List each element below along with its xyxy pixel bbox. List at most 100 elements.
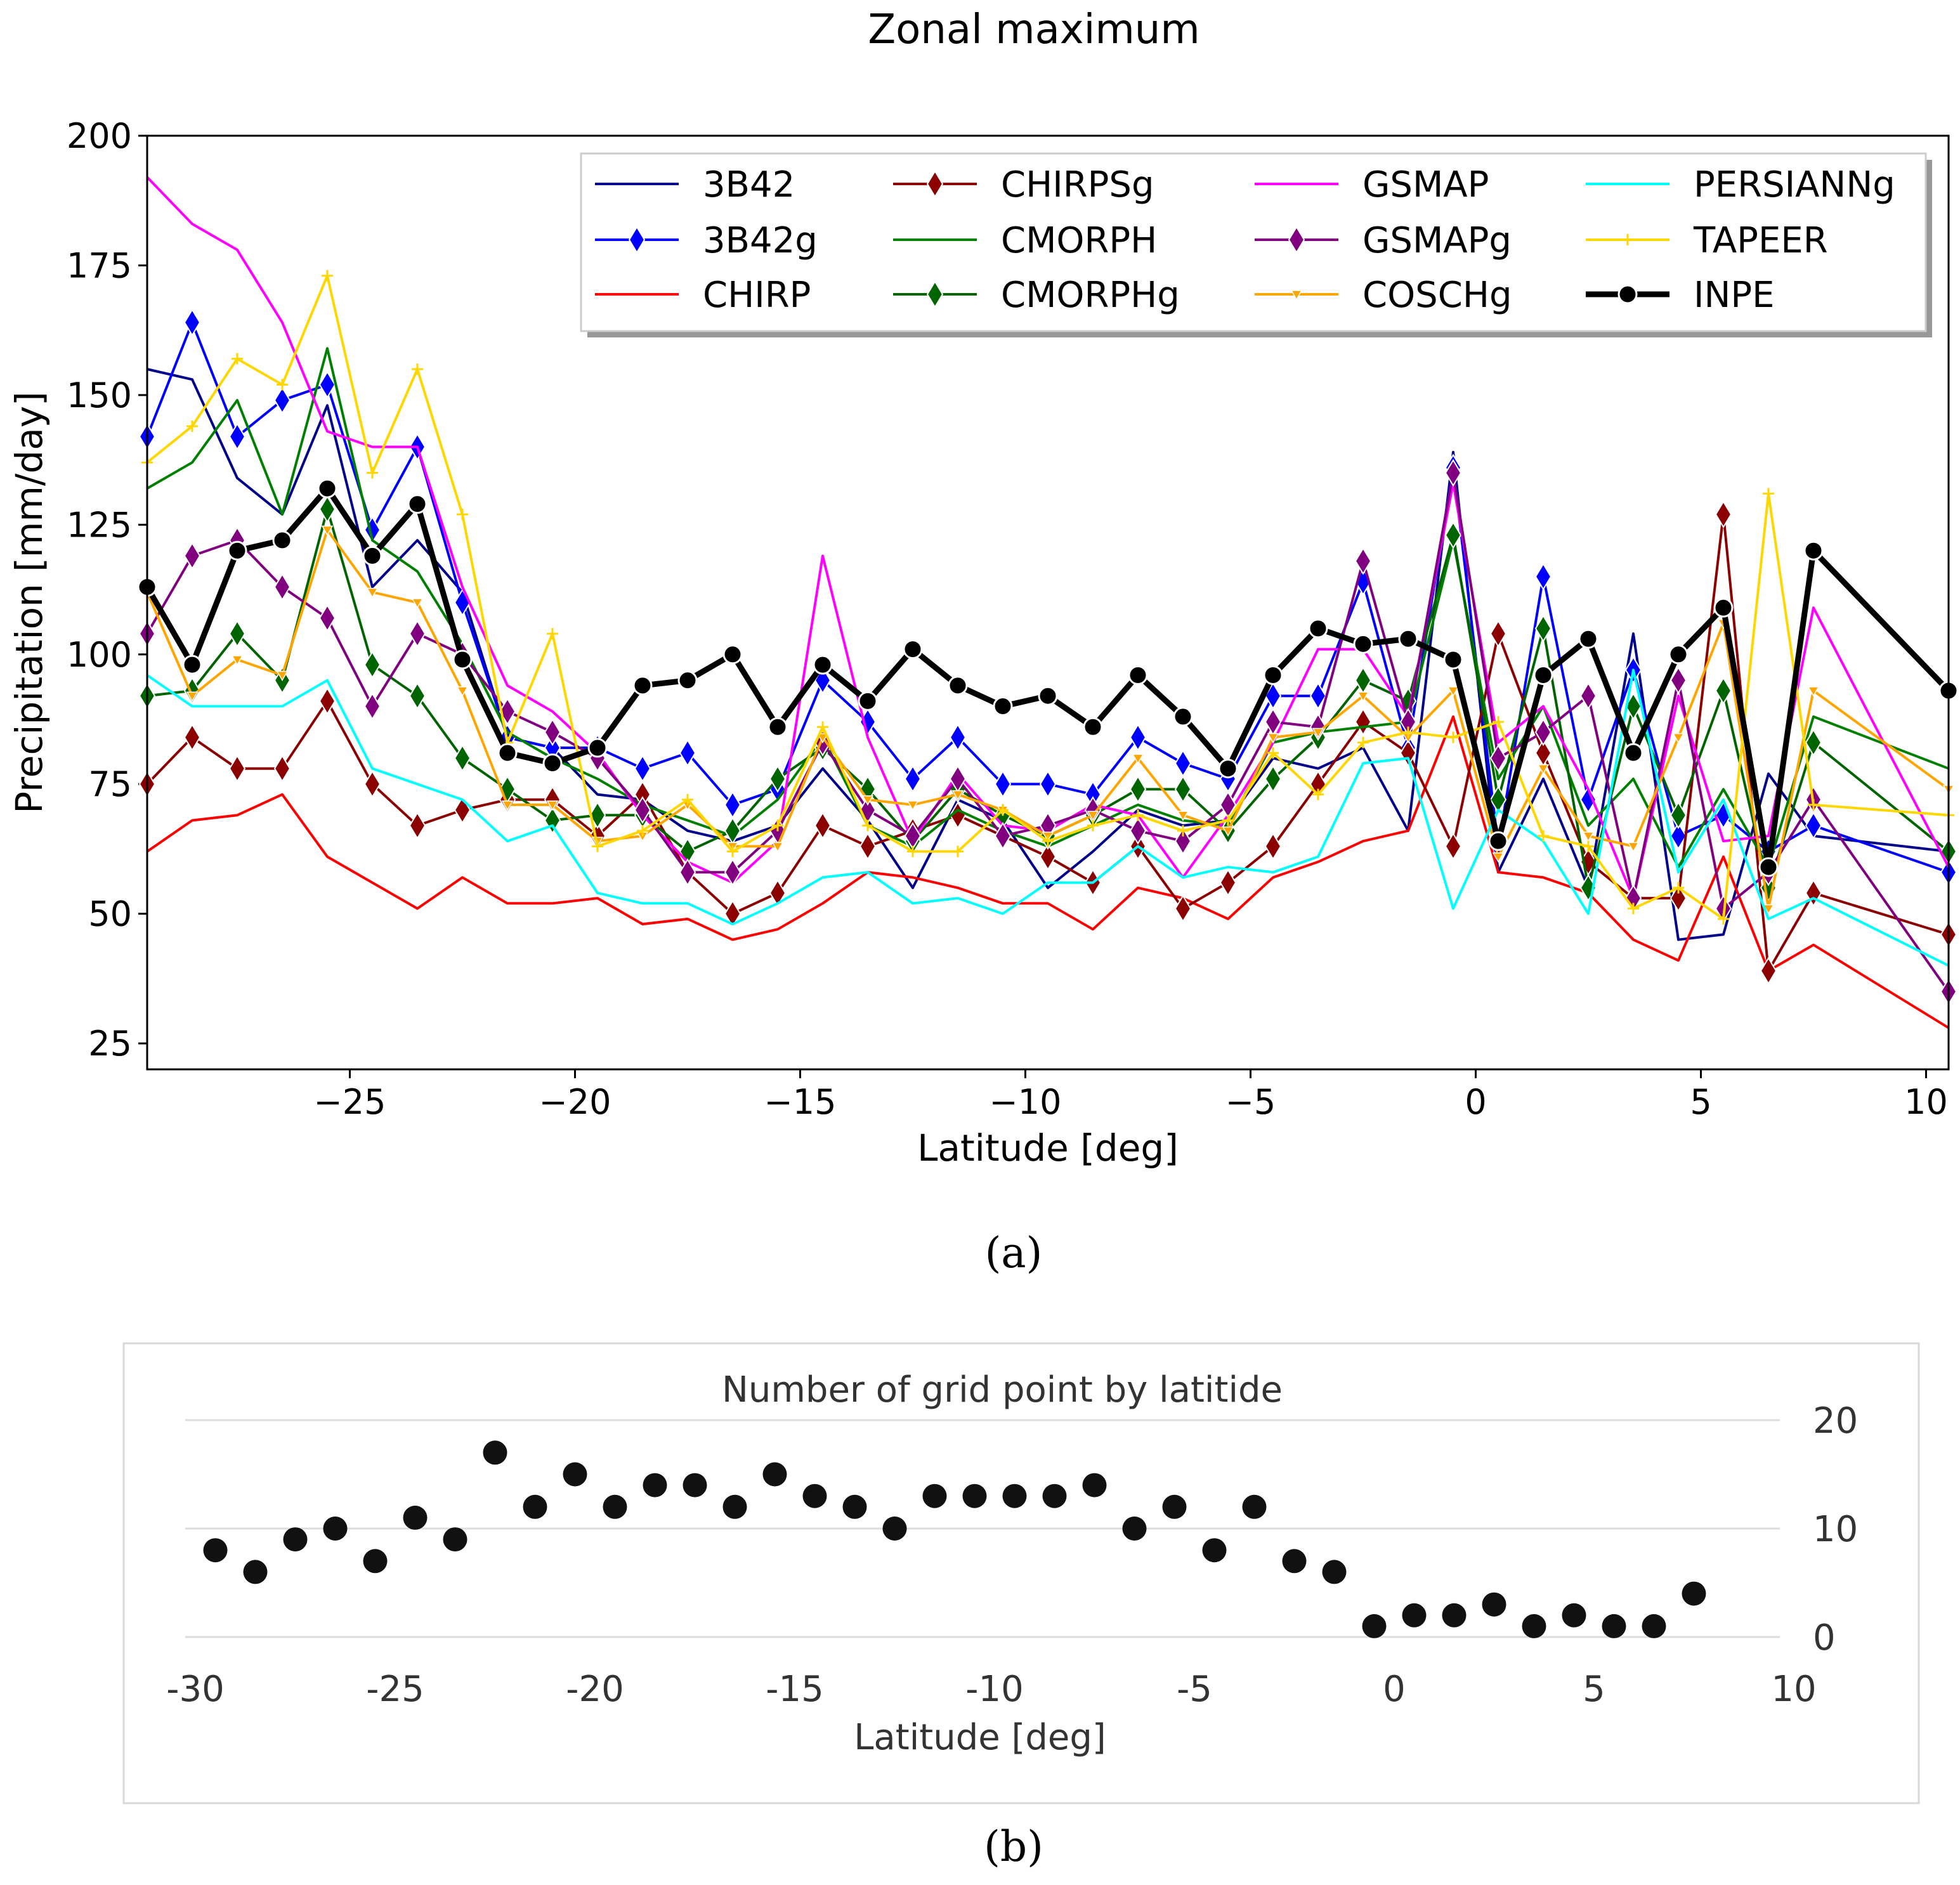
data-point-chirpsg xyxy=(1444,832,1462,861)
legend-marker-gsmapg xyxy=(1288,226,1305,254)
data-point-inpe xyxy=(1533,665,1553,685)
data-point-gsmapg xyxy=(318,604,336,632)
data-point-gsmapg xyxy=(1534,718,1552,747)
x-tick-label: −20 xyxy=(539,1082,611,1122)
data-point-gsmapg xyxy=(544,718,561,747)
data-point-inpe xyxy=(1353,634,1373,654)
y-tick-label: 175 xyxy=(67,245,132,285)
x-tick-label: −10 xyxy=(990,1082,1062,1122)
data-point-tapeer xyxy=(547,628,558,640)
scatter-point xyxy=(1282,1549,1307,1574)
data-point-coschg xyxy=(321,525,334,537)
data-point-gsmapg xyxy=(1444,459,1462,487)
y-tick-label: 20 xyxy=(1813,1400,1858,1442)
x-tick-label: -5 xyxy=(1177,1669,1212,1710)
scatter-point xyxy=(1682,1581,1706,1606)
scatter-points xyxy=(203,1440,1706,1638)
legend-label-3b42g: 3B42g xyxy=(703,220,818,261)
data-point-coschg xyxy=(861,795,874,806)
data-point-tapeer xyxy=(1402,726,1414,738)
data-point-gsmapg xyxy=(408,620,426,648)
data-point-3b42g xyxy=(318,370,336,399)
data-point-inpe xyxy=(768,717,788,737)
data-point-inpe xyxy=(497,743,518,763)
data-point-gsmapg xyxy=(724,858,742,887)
data-point-cmorphg xyxy=(454,744,471,773)
data-point-chirpsg xyxy=(363,770,381,799)
x-tick-label: −25 xyxy=(314,1082,386,1122)
data-point-3b42g xyxy=(904,765,922,793)
data-point-chirpsg xyxy=(1039,842,1057,871)
data-point-inpe xyxy=(452,649,473,670)
data-point-tapeer xyxy=(322,270,333,282)
scatter-point xyxy=(1122,1516,1147,1541)
data-point-3b42g xyxy=(1534,563,1552,591)
scatter-point xyxy=(523,1494,547,1519)
scatter-point xyxy=(643,1473,667,1497)
data-point-chirpsg xyxy=(859,832,877,861)
legend-marker-inpe xyxy=(1617,284,1638,304)
data-point-tapeer xyxy=(1808,799,1819,811)
y-tick-label: 125 xyxy=(67,505,132,545)
data-point-tapeer xyxy=(1583,840,1594,852)
data-point-inpe xyxy=(1398,629,1418,649)
scatter-point xyxy=(1442,1603,1467,1627)
data-point-tapeer xyxy=(1357,736,1369,748)
data-point-inpe xyxy=(407,494,428,514)
data-point-cmorphg xyxy=(1174,775,1192,804)
data-point-inpe xyxy=(813,655,833,675)
x-axis-label: Latitude [deg] xyxy=(854,1717,1106,1758)
data-point-tapeer xyxy=(1132,809,1144,821)
data-point-coschg xyxy=(1312,727,1324,738)
x-tick-label: −5 xyxy=(1225,1082,1276,1122)
legend-label-chirpsg: CHIRPSg xyxy=(1001,164,1154,205)
data-point-inpe xyxy=(903,639,923,660)
scatter-point xyxy=(802,1484,827,1508)
data-point-cmorphg xyxy=(1715,677,1732,705)
data-point-3b42g xyxy=(994,770,1012,799)
legend-marker-chirpsg xyxy=(926,170,944,198)
scatter-point xyxy=(563,1462,587,1487)
legend-label-coschg: COSCHg xyxy=(1362,275,1512,316)
data-point-cmorphg xyxy=(363,651,381,679)
data-point-inpe xyxy=(1578,629,1598,649)
data-point-tapeer xyxy=(1628,903,1639,915)
y-tick-label: 25 xyxy=(88,1024,132,1064)
data-point-inpe xyxy=(1443,649,1463,670)
data-point-tapeer xyxy=(682,793,693,806)
data-point-3b42g xyxy=(273,386,291,415)
data-point-3b42g xyxy=(949,723,967,752)
scatter-point xyxy=(203,1538,228,1563)
series-inpe xyxy=(137,478,1959,877)
legend-marker-3b42g xyxy=(628,226,646,254)
data-point-cmorphg xyxy=(228,620,246,648)
scatter-point xyxy=(842,1494,867,1519)
data-point-coschg xyxy=(1267,733,1279,744)
data-point-inpe xyxy=(362,545,382,566)
legend-label-tapeer: TAPEER xyxy=(1693,220,1828,261)
data-point-inpe xyxy=(1488,831,1508,851)
scatter-point xyxy=(283,1527,308,1552)
data-point-coschg xyxy=(906,800,919,811)
x-tick-label: 5 xyxy=(1583,1669,1605,1710)
data-point-tapeer xyxy=(1267,747,1279,759)
data-point-coschg xyxy=(411,598,424,609)
y-tick-label: 100 xyxy=(67,635,132,675)
plot-frame xyxy=(146,134,1950,1071)
data-point-tapeer xyxy=(1312,788,1324,800)
data-point-gsmapg xyxy=(183,542,201,570)
y-tick-label: 200 xyxy=(67,116,132,156)
data-point-tapeer xyxy=(637,825,648,837)
legend-label-persianng: PERSIANNg xyxy=(1694,164,1895,205)
data-point-chirpsg xyxy=(273,754,291,783)
data-point-inpe xyxy=(1623,743,1643,763)
data-point-coschg xyxy=(1492,852,1505,863)
data-point-3b42g xyxy=(1309,682,1327,710)
data-point-tapeer xyxy=(1177,825,1189,837)
data-point-tapeer xyxy=(232,353,243,365)
data-point-chirpsg xyxy=(1489,620,1507,648)
data-point-coschg xyxy=(276,670,289,682)
scatter-point xyxy=(882,1516,907,1541)
series-persianng xyxy=(146,669,1949,967)
data-point-3b42g xyxy=(1129,723,1147,752)
